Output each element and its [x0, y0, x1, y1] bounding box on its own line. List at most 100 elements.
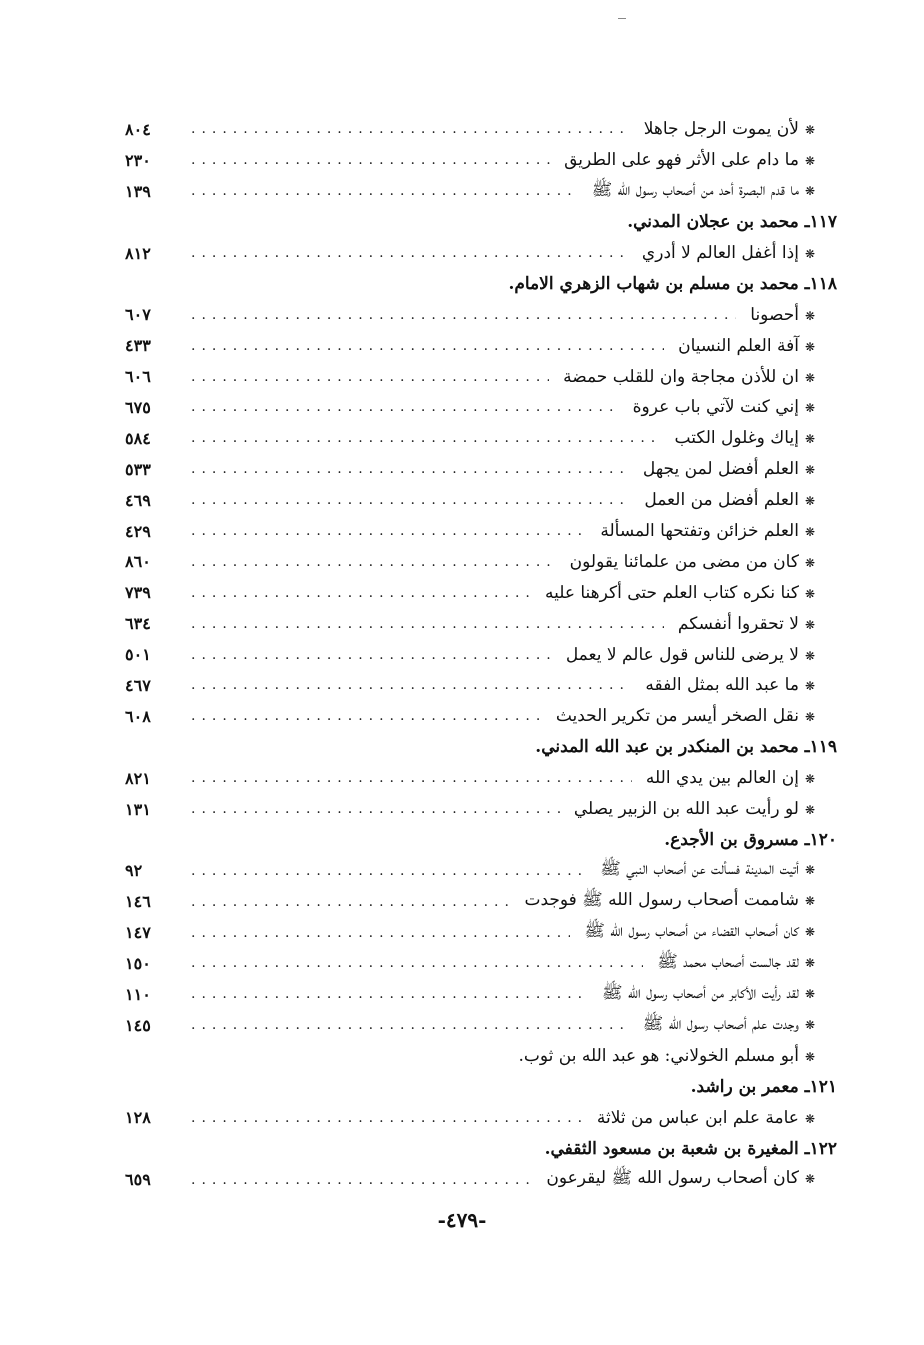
entry-text: ❋ كان أصحاب رسول الله ﷺ ليقرعون [546, 1167, 837, 1192]
entry-text: ١٢٢ـ المغيرة بن شعبة بن مسعود الثقفي. [545, 1139, 837, 1159]
entry-text: ❋ كان أصحاب القضاء من أصحاب رسول الله ﷺ [584, 920, 837, 945]
index-entry: ❋ إياك وغلول الكتب.......................… [125, 423, 837, 454]
entry-label: ١١٩ـ محمد بن المنكدر بن عبد الله المدني. [535, 737, 837, 758]
entry-text: ❋ إني كنت لآتي باب عروة [633, 397, 837, 417]
bullet-icon: ❋ [804, 401, 815, 416]
page-reference: ٦٠٨ [125, 706, 151, 726]
dot-leader: ........................................… [191, 523, 587, 540]
index-entry: ❋ أبو مسلم الخولاني: هو عبد الله بن ثوب. [125, 1041, 837, 1072]
entry-text: ❋ لأن يموت الرجل جاهلا [644, 119, 837, 139]
bullet-icon: ❋ [804, 247, 815, 261]
index-entry: ❋ لا يرضى للناس قول عالم لا يعمل.........… [125, 639, 837, 670]
entry-label: لقد رأيت الأكابر من أصحاب رسول الله ﷺ [602, 982, 799, 1003]
index-entry: ❋ لقد رأيت الأكابر من أصحاب رسول الله ﷺ..… [125, 979, 837, 1010]
entry-label: شاممت أصحاب رسول الله ﷺ فوجدت [524, 890, 799, 911]
bullet-icon: ❋ [804, 894, 815, 909]
entry-text: ❋ ما قدم البصرة أحد من أصحاب رسول الله ﷺ [592, 179, 837, 204]
bullet-icon: ❋ [804, 679, 815, 694]
index-entry: ❋ وجدت علم أصحاب رسول الله ﷺ.............… [125, 1010, 837, 1041]
bullet-icon: ❋ [804, 555, 815, 570]
dot-leader: ........................................… [191, 306, 736, 323]
index-entry: ❋ لقد جالست أصحاب محمد ﷺ.................… [125, 948, 837, 979]
dot-leader: ........................................… [191, 801, 560, 818]
entry-text: ❋ إياك وغلول الكتب [675, 428, 838, 448]
dot-leader: ........................................… [191, 183, 578, 200]
index-heading: ١١٨ـ محمد بن مسلم بن شهاب الزهري الامام. [125, 268, 837, 299]
dot-leader: ........................................… [191, 1109, 583, 1126]
entry-label: ١١٧ـ محمد بن عجلان المدني. [627, 212, 837, 233]
entry-text: ❋ وجدت علم أصحاب رسول الله ﷺ [643, 1013, 837, 1038]
bullet-icon: ❋ [804, 154, 815, 169]
dot-leader: ........................................… [191, 708, 542, 725]
dot-leader: ........................................… [191, 1171, 532, 1188]
entry-label: إني كنت لآتي باب عروة [632, 397, 799, 418]
bullet-icon: ❋ [804, 1172, 815, 1187]
index-heading: ١٢١ـ معمر بن راشد. [125, 1072, 837, 1103]
entry-text: ❋ لا يرضى للناس قول عالم لا يعمل [566, 645, 837, 665]
entry-text: ❋ شاممت أصحاب رسول الله ﷺ فوجدت [524, 889, 837, 914]
entry-label: لا تحقروا أنفسكم [677, 613, 799, 634]
dot-leader: ........................................… [191, 677, 631, 694]
dot-leader: ........................................… [191, 245, 628, 261]
bullet-icon: ❋ [804, 432, 815, 447]
entry-label: كان أصحاب القضاء من أصحاب رسول الله ﷺ [584, 921, 799, 942]
index-entry: ❋ نقل الصخر أيسر من تكرير الحديث.........… [125, 701, 837, 732]
entry-text: ❋ العلم أفضل من العمل [644, 490, 837, 510]
page-reference: ١٣٩ [125, 181, 151, 201]
entry-label: أحصونا [750, 304, 799, 325]
page-reference: ٤٦٧ [125, 675, 151, 695]
dot-leader: ........................................… [191, 368, 549, 385]
index-entry: ❋ لا تحقروا أنفسكم.......................… [125, 608, 837, 639]
bullet-icon: ❋ [804, 525, 815, 540]
dot-leader: ........................................… [191, 553, 556, 570]
bullet-icon: ❋ [804, 1017, 815, 1032]
index-entry: ❋ لأن يموت الرجل جاهلا...................… [125, 114, 837, 145]
bullet-icon: ❋ [804, 339, 815, 354]
entry-text: ❋ لا تحقروا أنفسكم [678, 614, 837, 634]
entry-label: كنا نكره كتاب العلم حتى أكرهنا عليه [544, 582, 799, 603]
page-reference: ١١٠ [125, 984, 151, 1004]
index-entry: ❋ أحصونا.................................… [125, 299, 837, 330]
bullet-icon: ❋ [804, 863, 815, 878]
index-heading: ١١٩ـ محمد بن المنكدر بن عبد الله المدني. [125, 732, 837, 763]
entry-text: ١٢٠ـ مسروق بن الأجدع. [664, 830, 837, 850]
entry-text: ١١٨ـ محمد بن مسلم بن شهاب الزهري الامام. [508, 274, 837, 294]
entry-text: ١١٧ـ محمد بن عجلان المدني. [627, 212, 837, 232]
index-entry: ❋ عامة علم ابن عباس من ثلاثة.............… [125, 1103, 837, 1134]
index-entry: ❋ إن العالم بين يدي الله.................… [125, 763, 837, 794]
entry-label: لأن يموت الرجل جاهلا [643, 119, 799, 140]
page-reference: ٤٣٣ [125, 336, 151, 356]
entry-label: العلم أفضل من العمل [644, 490, 799, 511]
entry-text: ❋ إن العالم بين يدي الله [646, 768, 837, 788]
entry-label: إذا أغفل العالم لا أدري [641, 243, 799, 263]
entry-text: ❋ نقل الصخر أيسر من تكرير الحديث [556, 706, 837, 726]
page-number: -٤٧٩- [437, 1208, 487, 1232]
entry-text: ❋ إذا أغفل العالم لا أدري [642, 243, 837, 263]
entry-text: ❋ ما دام على الأثر فهو على الطريق [564, 150, 837, 170]
index-heading: ١٢٢ـ المغيرة بن شعبة بن مسعود الثقفي. [125, 1133, 837, 1164]
dot-leader: ........................................… [191, 492, 630, 509]
entry-text: ❋ كنا نكره كتاب العلم حتى أكرهنا عليه [545, 583, 837, 603]
entry-text: ❋ العلم أفضل لمن يجهل [643, 459, 837, 479]
index-heading: ١١٧ـ محمد بن عجلان المدني. [125, 207, 837, 238]
index-entry: ❋ ان للأذن مجاجة وان للقلب حمضة..........… [125, 361, 837, 392]
index-entry: ❋ إذا أغفل العالم لا أدري................… [125, 238, 837, 269]
entry-text: ❋ لقد جالست أصحاب محمد ﷺ [657, 951, 837, 976]
entry-text: ١٢١ـ معمر بن راشد. [691, 1077, 837, 1097]
entry-label: ١١٨ـ محمد بن مسلم بن شهاب الزهري الامام. [508, 273, 837, 294]
index-entry: ❋ ما عبد الله بمثل الفقه.................… [125, 670, 837, 701]
dot-leader: ........................................… [191, 924, 571, 941]
page-reference: ٦٠٦ [125, 367, 151, 387]
entry-label: عامة علم ابن عباس من ثلاثة [596, 1107, 799, 1128]
page-reference: ٨٢١ [125, 768, 151, 788]
entry-label: كان أصحاب رسول الله ﷺ ليقرعون [546, 1168, 799, 1189]
bullet-icon: ❋ [804, 123, 815, 138]
page-reference: ١٤٧ [125, 923, 151, 943]
index-entry: ❋ كنا نكره كتاب العلم حتى أكرهنا عليه....… [125, 577, 837, 608]
index-entry: ❋ أتيت المدينة فسألت عن أصحاب النبي ﷺ....… [125, 855, 837, 886]
entry-text: ❋ ان للأذن مجاجة وان للقلب حمضة [563, 367, 837, 387]
entry-text: ❋ آفة العلم النسيان [678, 336, 837, 356]
entry-text: ❋ عامة علم ابن عباس من ثلاثة [597, 1108, 837, 1128]
entry-label: ١٢٠ـ مسروق بن الأجدع. [664, 829, 837, 850]
dot-leader: ........................................… [191, 337, 664, 354]
